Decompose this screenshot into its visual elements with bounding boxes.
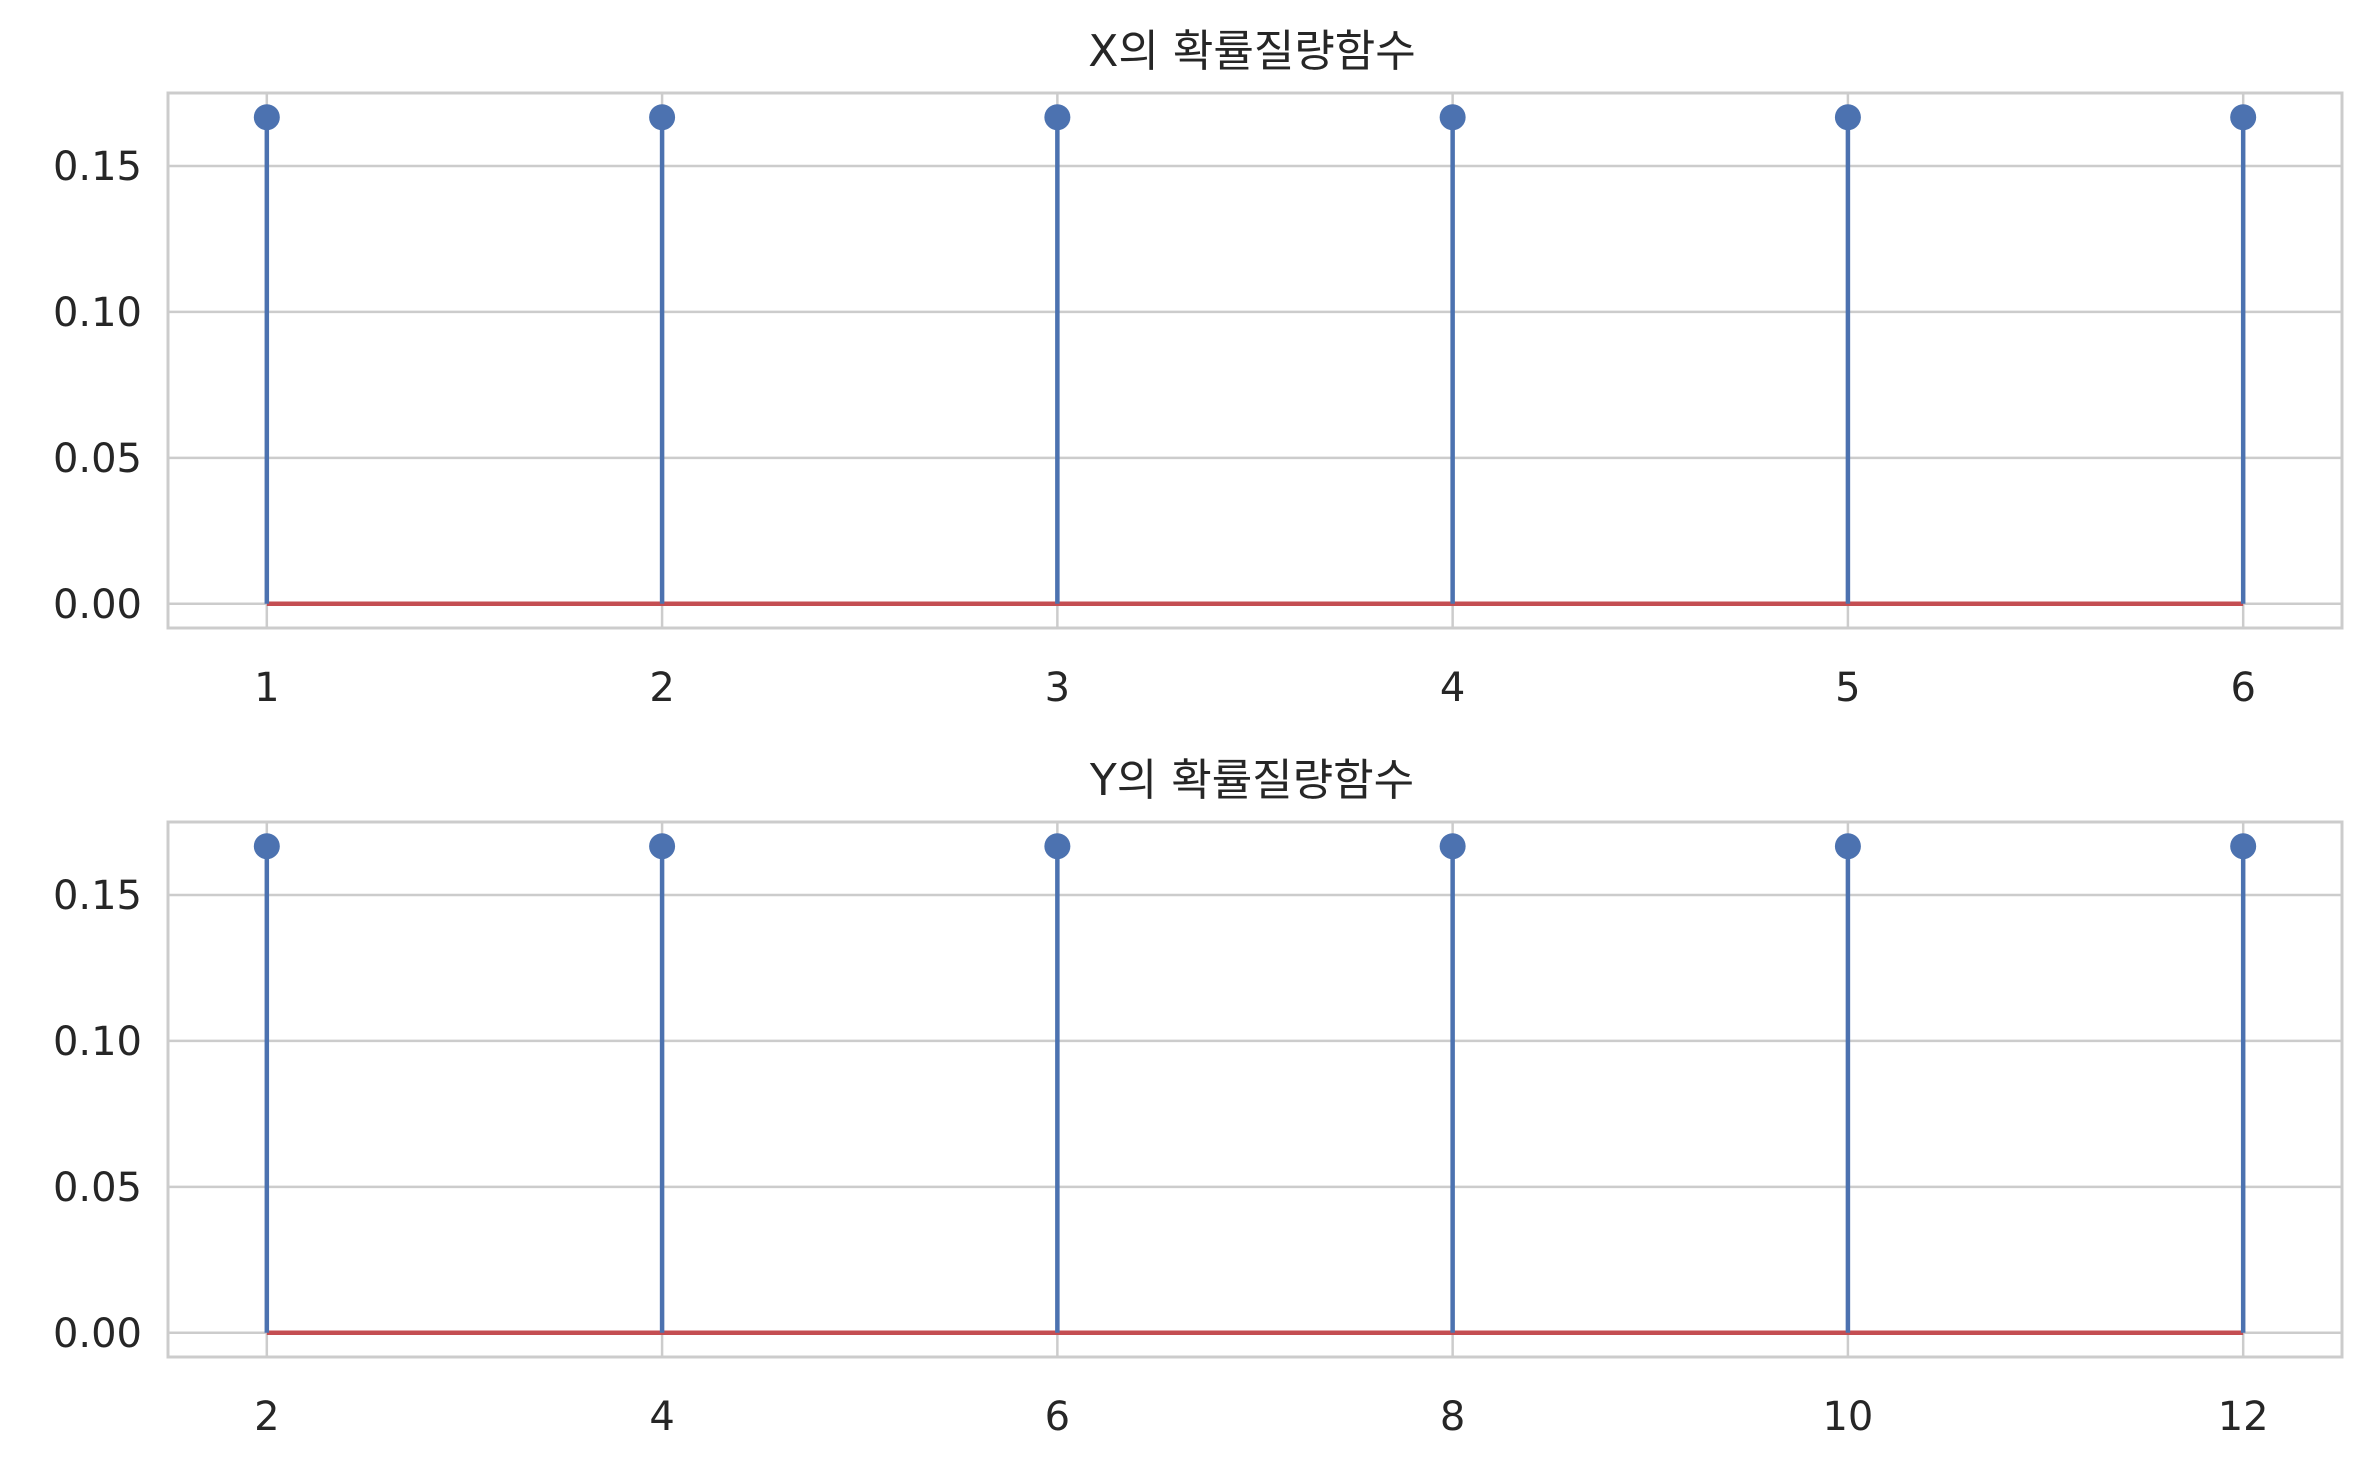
y-tick-label: 0.05 bbox=[53, 1165, 142, 1211]
x-tick-label: 3 bbox=[1045, 665, 1070, 711]
y-tick-label: 0.15 bbox=[53, 144, 142, 190]
x-tick-label: 6 bbox=[1045, 1394, 1070, 1440]
x-tick-label: 2 bbox=[649, 665, 674, 711]
x-tick-label: 1 bbox=[254, 665, 279, 711]
x-tick-label: 12 bbox=[2218, 1394, 2269, 1440]
y-tick-label: 0.05 bbox=[53, 436, 142, 482]
x-tick-label: 5 bbox=[1835, 665, 1860, 711]
stem-marker bbox=[1044, 104, 1071, 131]
stem-marker bbox=[2230, 833, 2257, 860]
y-tick-label: 0.15 bbox=[53, 873, 142, 919]
y-tick-label: 0.00 bbox=[53, 582, 142, 628]
stem-marker bbox=[253, 833, 280, 860]
y-tick-label: 0.10 bbox=[53, 290, 142, 336]
x-tick-label: 10 bbox=[1822, 1394, 1873, 1440]
x-tick-label: 8 bbox=[1440, 1394, 1465, 1440]
stem-marker bbox=[1834, 104, 1861, 131]
stem-marker bbox=[2230, 104, 2257, 131]
x-tick-label: 4 bbox=[1440, 665, 1465, 711]
stem-marker bbox=[253, 104, 280, 131]
x-tick-label: 2 bbox=[254, 1394, 279, 1440]
y-tick-label: 0.00 bbox=[53, 1311, 142, 1357]
stem-marker bbox=[1834, 833, 1861, 860]
stem-marker bbox=[649, 104, 676, 131]
stem-marker bbox=[1439, 104, 1466, 131]
stem-marker bbox=[649, 833, 676, 860]
stem-marker bbox=[1439, 833, 1466, 860]
x-pmf-panel: 0.00 0.05 0.10 0.15 1 2 3 4 5 6 X의 확률질량함수 bbox=[53, 26, 2344, 711]
x-tick-label: 4 bbox=[649, 1394, 674, 1440]
chart-title: Y의 확률질량함수 bbox=[1089, 755, 1414, 806]
y-tick-label: 0.10 bbox=[53, 1019, 142, 1065]
chart-title: X의 확률질량함수 bbox=[1088, 26, 1416, 77]
x-tick-label: 6 bbox=[2230, 665, 2255, 711]
y-pmf-panel: 0.00 0.05 0.10 0.15 2 4 6 8 10 12 Y의 확률질량함수 bbox=[53, 755, 2344, 1440]
axes-frame bbox=[166, 91, 2344, 630]
axes-frame bbox=[166, 820, 2344, 1359]
stem-marker bbox=[1044, 833, 1071, 860]
